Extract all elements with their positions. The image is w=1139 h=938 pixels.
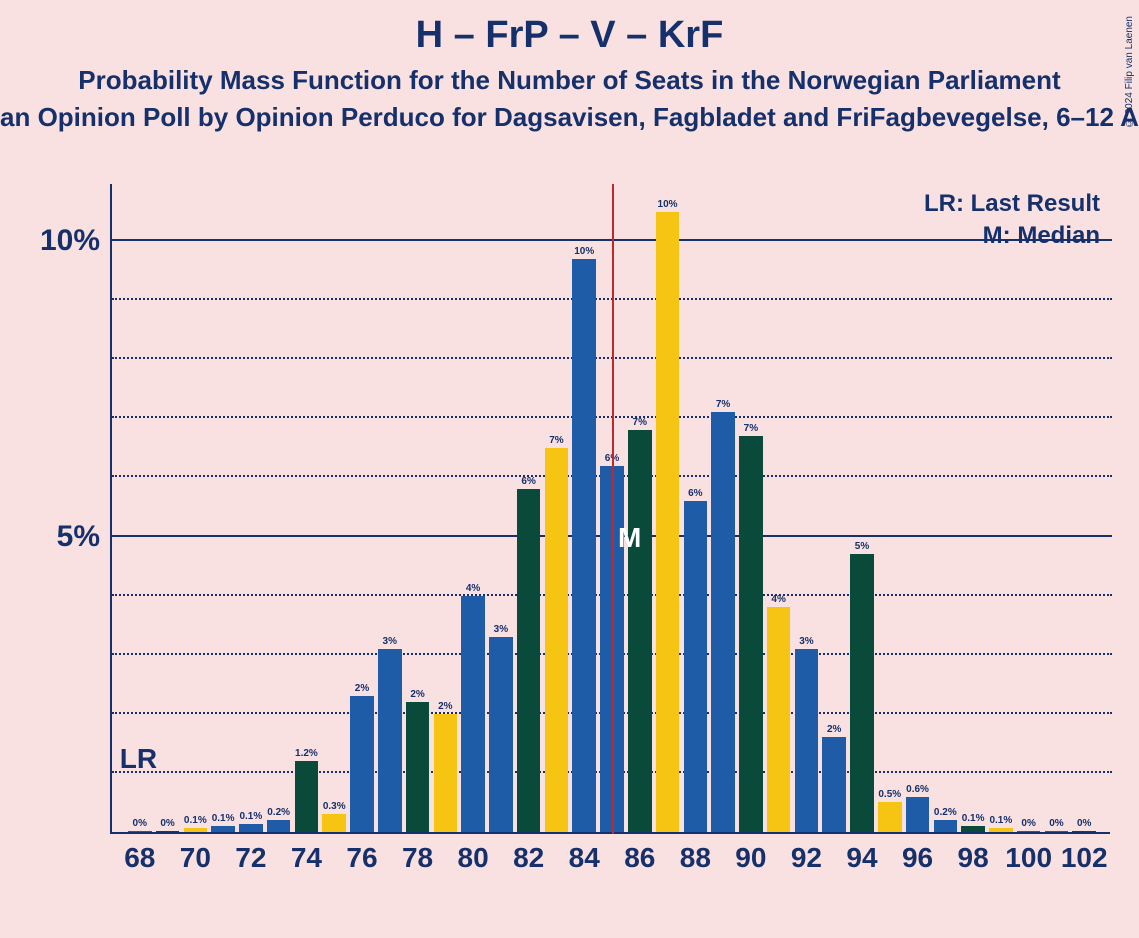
median-line [612,184,614,834]
bar-value-label: 3% [776,636,836,647]
chart-subtitle-2: an Opinion Poll by Opinion Perduco for D… [0,102,1139,133]
legend-m: M: Median [924,222,1100,250]
ytick-label: 5% [20,520,100,554]
bar [795,649,819,832]
bar [184,828,208,832]
bar-value-label: 10% [554,246,614,257]
bar [322,814,346,832]
lr-label: LR [120,743,157,775]
bar-value-label: 7% [693,399,753,410]
plot-area: 5%10%0%0%0.1%0.1%0.1%0.2%1.2%0.3%2%3%2%2… [110,184,1110,834]
xtick-label: 102 [1054,842,1114,874]
xtick-label: 92 [776,842,836,874]
bar [434,714,458,832]
bar [406,702,430,832]
pmf-chart: 5%10%0%0%0.1%0.1%0.1%0.2%1.2%0.3%2%3%2%2… [110,184,1110,834]
xtick-label: 76 [332,842,392,874]
median-label: M [618,522,641,554]
bar-value-label: 10% [638,199,698,210]
legend: LR: Last Result M: Median [924,190,1100,254]
bar [378,649,402,832]
bar-value-label: 3% [360,636,420,647]
bar [239,824,263,832]
chart-subtitle: Probability Mass Function for the Number… [0,65,1139,96]
chart-title: H – FrP – V – KrF [0,14,1139,57]
bar-value-label: 5% [832,541,892,552]
bar [128,831,152,832]
xtick-label: 82 [499,842,559,874]
bar [517,489,541,832]
bar [961,826,985,832]
xtick-label: 96 [888,842,948,874]
xtick-label: 70 [165,842,225,874]
copyright-label: © 2024 Filip van Laenen [1124,16,1135,128]
bar [656,212,680,832]
bar [1045,831,1069,832]
xtick-label: 98 [943,842,1003,874]
bar [822,737,846,832]
xtick-label: 84 [554,842,614,874]
xtick-label: 80 [443,842,503,874]
bar-value-label: 7% [721,423,781,434]
bar [1017,831,1041,832]
xtick-label: 100 [999,842,1059,874]
bar [545,448,569,832]
xtick-label: 94 [832,842,892,874]
xtick-label: 68 [110,842,170,874]
bar [628,430,652,832]
bar [739,436,763,832]
bar [295,761,319,832]
ytick-label: 10% [20,224,100,258]
xtick-label: 72 [221,842,281,874]
bar-value-label: 1.2% [276,748,336,759]
bar [211,826,235,832]
bar-value-label: 4% [749,594,809,605]
bar [156,831,180,832]
bar [684,501,708,832]
xtick-label: 86 [610,842,670,874]
bar [711,412,735,832]
xtick-label: 78 [388,842,448,874]
bar [489,637,513,832]
xtick-label: 74 [276,842,336,874]
bar-value-label: 4% [443,583,503,594]
bar [350,696,374,832]
bar [267,820,291,832]
legend-lr: LR: Last Result [924,190,1100,218]
bar-value-label: 0.6% [888,784,948,795]
bar [572,259,596,832]
bar [1072,831,1096,832]
bar [878,802,902,832]
xtick-label: 90 [721,842,781,874]
bar-value-label: 0% [1054,818,1114,829]
bar-value-label: 2% [388,689,448,700]
xtick-label: 88 [665,842,725,874]
